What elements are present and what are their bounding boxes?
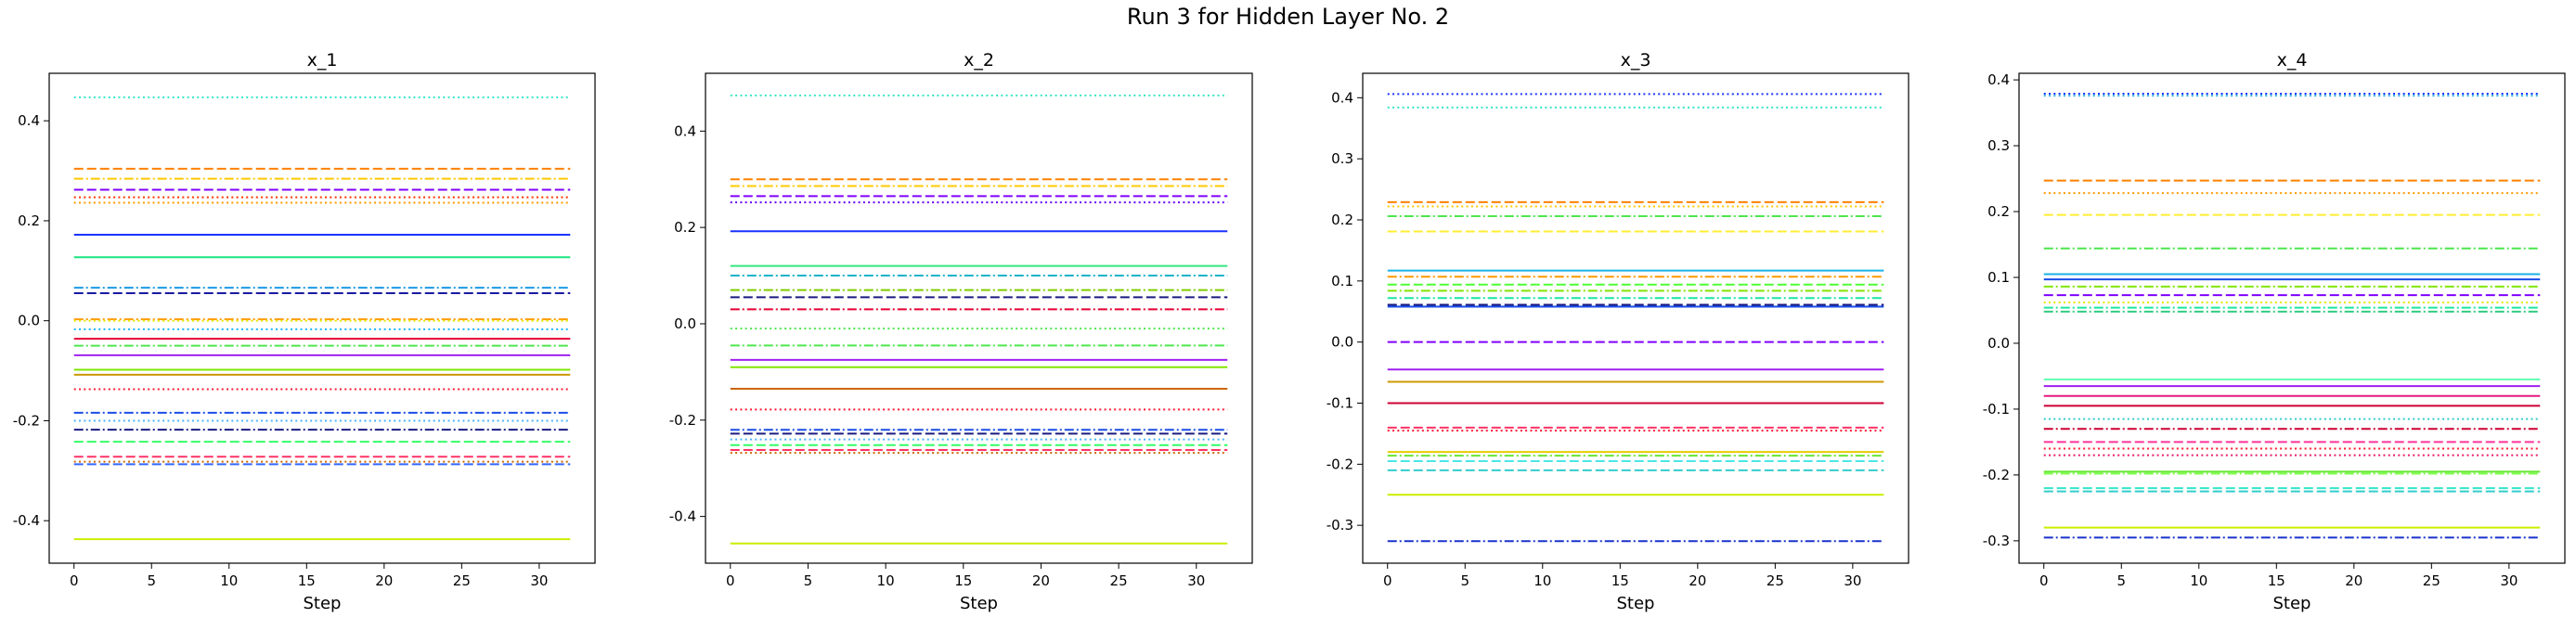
y-tick-label: -0.2 [1327, 456, 1353, 472]
x-tick-label: 25 [453, 572, 471, 589]
x-tick-label: 25 [2423, 572, 2440, 589]
x-tick-label: 10 [220, 572, 238, 589]
y-tick-label: 0.0 [1987, 335, 2010, 352]
y-tick-label: 0.4 [1331, 89, 1353, 106]
y-tick-label: 0.0 [1331, 334, 1353, 351]
y-tick-label: 0.2 [1987, 203, 2010, 220]
y-tick-label: 0.0 [18, 313, 40, 329]
y-tick-label: 0.0 [674, 315, 696, 332]
y-tick-label: 0.2 [674, 219, 696, 236]
y-tick-label: -0.2 [1983, 467, 2010, 483]
x-axis-label: Step [960, 594, 998, 613]
axes-frame [1362, 72, 1909, 564]
x-tick-label: 0 [2039, 572, 2049, 589]
subplot-title: x_3 [1621, 50, 1651, 71]
y-tick-label: 0.2 [1331, 212, 1353, 228]
x-tick-label: 15 [2268, 572, 2285, 589]
subplot-x_1: x_1 0 5 10 15 20 25 30 -0.4 -0.2 0.0 0.2 0.4 Step [13, 50, 596, 613]
x-tick-label: 5 [1460, 572, 1469, 589]
x-tick-label: 30 [1187, 572, 1205, 589]
subplot-title: x_1 [307, 50, 338, 71]
y-tick-label: -0.3 [1327, 517, 1353, 533]
y-tick-label: 0.1 [1331, 273, 1353, 289]
x-tick-label: 25 [1110, 572, 1128, 589]
x-tick-label: 30 [530, 572, 548, 589]
x-tick-label: 15 [1612, 572, 1629, 589]
x-tick-label: 20 [1032, 572, 1050, 589]
x-tick-label: 0 [726, 572, 735, 589]
y-tick-label: 0.2 [18, 212, 40, 229]
y-tick-label: -0.4 [13, 512, 40, 529]
x-tick-label: 30 [2500, 572, 2518, 589]
x-tick-label: 5 [2116, 572, 2126, 589]
x-tick-label: 10 [2190, 572, 2207, 589]
y-tick-label: 0.3 [1331, 150, 1353, 167]
axes-frame [2018, 72, 2566, 564]
y-tick-label: 0.4 [18, 112, 40, 129]
x-tick-label: 0 [70, 572, 79, 589]
subplot-title: x_4 [2277, 50, 2308, 71]
subplot-x_4: x_4 0 5 10 15 20 25 30 -0.3 -0.2 -0.1 0.0 0.1 0.2 0.3 0… [1983, 50, 2566, 613]
x-tick-label: 20 [2345, 572, 2362, 589]
x-tick-label: 0 [1383, 572, 1392, 589]
y-tick-label: -0.2 [669, 412, 696, 429]
x-axis-label: Step [304, 594, 342, 613]
x-tick-label: 20 [1689, 572, 1706, 589]
axes-frame [705, 72, 1253, 564]
axes-frame [48, 72, 596, 564]
subplot-x_2: x_2 0 5 10 15 20 25 30 -0.4 -0.2 0.0 0.2 0.4 Step [669, 50, 1253, 613]
x-tick-label: 10 [877, 572, 895, 589]
x-tick-label: 10 [1534, 572, 1551, 589]
y-tick-label: 0.4 [1987, 71, 2010, 88]
y-tick-label: 0.3 [1987, 137, 2010, 154]
y-tick-label: 0.4 [674, 122, 696, 139]
x-axis-label: Step [2273, 594, 2311, 613]
subplot-x_3: x_3 0 5 10 15 20 25 30 -0.3 -0.2 -0.1 0.0 0.1 0.2 0.3 0… [1327, 50, 1909, 613]
subplot-title: x_2 [964, 50, 994, 71]
x-tick-label: 15 [954, 572, 972, 589]
y-tick-label: -0.1 [1327, 395, 1353, 412]
x-axis-label: Step [1617, 594, 1655, 613]
x-tick-label: 20 [375, 572, 393, 589]
y-tick-label: 0.1 [1987, 269, 2010, 286]
x-tick-label: 15 [298, 572, 316, 589]
x-tick-label: 30 [1844, 572, 1861, 589]
x-tick-label: 5 [804, 572, 813, 589]
x-tick-label: 25 [1767, 572, 1784, 589]
y-tick-label: -0.1 [1983, 401, 2010, 418]
figure-suptitle: Run 3 for Hidden Layer No. 2 [1126, 4, 1450, 30]
y-tick-label: -0.3 [1983, 533, 2010, 549]
x-tick-label: 5 [147, 572, 156, 589]
y-tick-label: -0.4 [669, 508, 696, 525]
y-tick-label: -0.2 [13, 412, 40, 429]
